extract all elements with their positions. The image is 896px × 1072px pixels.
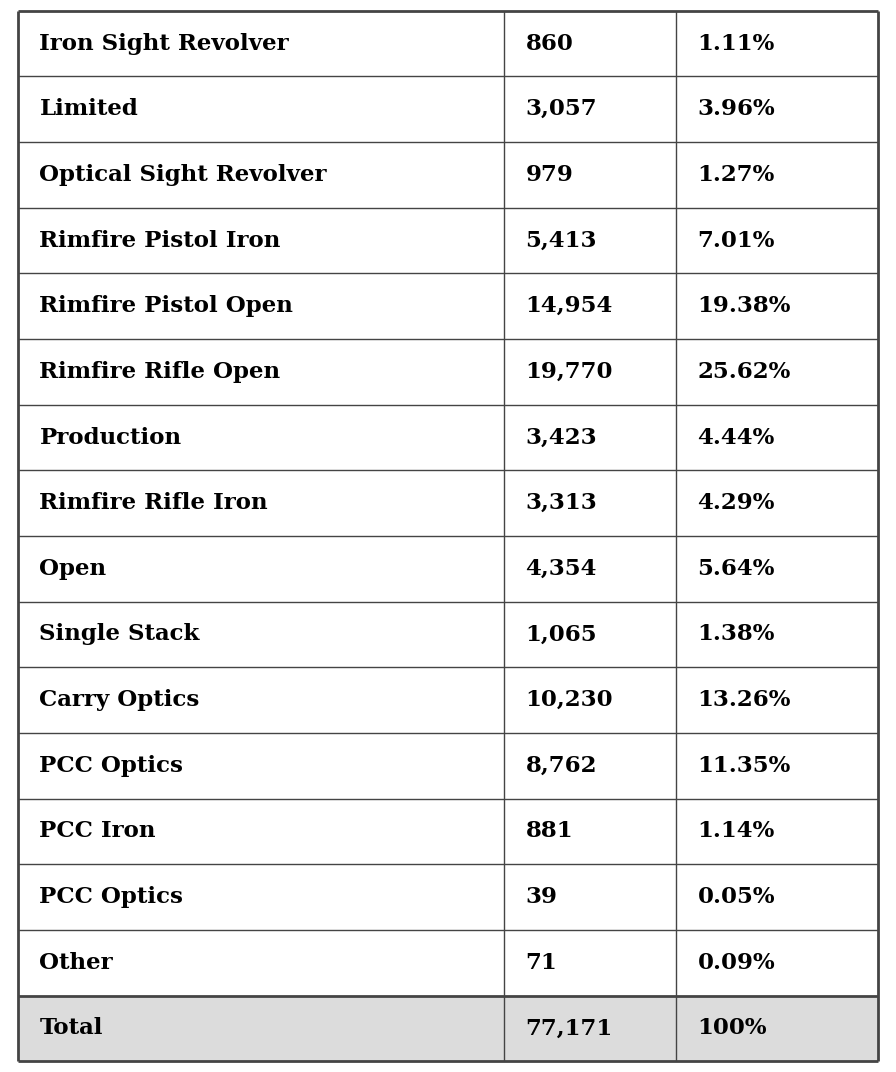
Bar	[18, 208, 878, 273]
Bar	[18, 667, 878, 733]
Text: 1.27%: 1.27%	[697, 164, 775, 185]
Text: 13.26%: 13.26%	[697, 689, 791, 711]
Text: 25.62%: 25.62%	[697, 361, 790, 383]
Bar	[18, 273, 878, 339]
Text: 100%: 100%	[697, 1017, 767, 1040]
Text: 71: 71	[525, 952, 557, 973]
Text: 11.35%: 11.35%	[697, 755, 790, 777]
Text: 3,057: 3,057	[525, 99, 597, 120]
Text: Single Stack: Single Stack	[39, 624, 200, 645]
Text: 1.14%: 1.14%	[697, 820, 775, 843]
Text: 1.38%: 1.38%	[697, 624, 775, 645]
Text: Production: Production	[39, 427, 182, 448]
Text: Total: Total	[39, 1017, 103, 1040]
Text: 979: 979	[525, 164, 573, 185]
Bar	[18, 799, 878, 864]
Text: 39: 39	[525, 887, 557, 908]
Text: 4.44%: 4.44%	[697, 427, 775, 448]
Text: PCC Optics: PCC Optics	[39, 887, 184, 908]
Text: 881: 881	[525, 820, 573, 843]
Bar	[18, 536, 878, 601]
Text: 0.09%: 0.09%	[697, 952, 775, 973]
Text: 19,770: 19,770	[525, 361, 613, 383]
Text: 860: 860	[525, 32, 573, 55]
Text: Limited: Limited	[39, 99, 138, 120]
Text: PCC Optics: PCC Optics	[39, 755, 184, 777]
Text: Iron Sight Revolver: Iron Sight Revolver	[39, 32, 289, 55]
Text: Rimfire Rifle Iron: Rimfire Rifle Iron	[39, 492, 268, 515]
Text: Rimfire Pistol Open: Rimfire Pistol Open	[39, 295, 293, 317]
Text: 14,954: 14,954	[525, 295, 613, 317]
Text: 1.11%: 1.11%	[697, 32, 775, 55]
Text: PCC Iron: PCC Iron	[39, 820, 156, 843]
Text: Rimfire Pistol Iron: Rimfire Pistol Iron	[39, 229, 280, 252]
Text: Open: Open	[39, 557, 107, 580]
Text: 4.29%: 4.29%	[697, 492, 775, 515]
Text: 1,065: 1,065	[525, 624, 597, 645]
Bar	[18, 733, 878, 799]
Text: 3,423: 3,423	[525, 427, 597, 448]
Text: 7.01%: 7.01%	[697, 229, 775, 252]
Text: 77,171: 77,171	[525, 1017, 613, 1040]
Bar	[18, 404, 878, 471]
Text: Rimfire Rifle Open: Rimfire Rifle Open	[39, 361, 280, 383]
Bar	[18, 142, 878, 208]
Text: 0.05%: 0.05%	[697, 887, 775, 908]
Text: 3,313: 3,313	[525, 492, 597, 515]
Text: 3.96%: 3.96%	[697, 99, 775, 120]
Bar	[18, 929, 878, 996]
Text: 10,230: 10,230	[525, 689, 613, 711]
Bar	[18, 864, 878, 930]
Text: 19.38%: 19.38%	[697, 295, 791, 317]
Bar	[18, 76, 878, 143]
Text: Carry Optics: Carry Optics	[39, 689, 200, 711]
Text: 4,354: 4,354	[525, 557, 597, 580]
Bar	[18, 339, 878, 405]
Text: 8,762: 8,762	[525, 755, 597, 777]
Bar	[18, 601, 878, 667]
Text: 5,413: 5,413	[525, 229, 597, 252]
Bar	[18, 471, 878, 536]
Text: 5.64%: 5.64%	[697, 557, 775, 580]
Bar	[18, 11, 878, 76]
Text: Other: Other	[39, 952, 113, 973]
Bar	[18, 996, 878, 1061]
Text: Optical Sight Revolver: Optical Sight Revolver	[39, 164, 327, 185]
